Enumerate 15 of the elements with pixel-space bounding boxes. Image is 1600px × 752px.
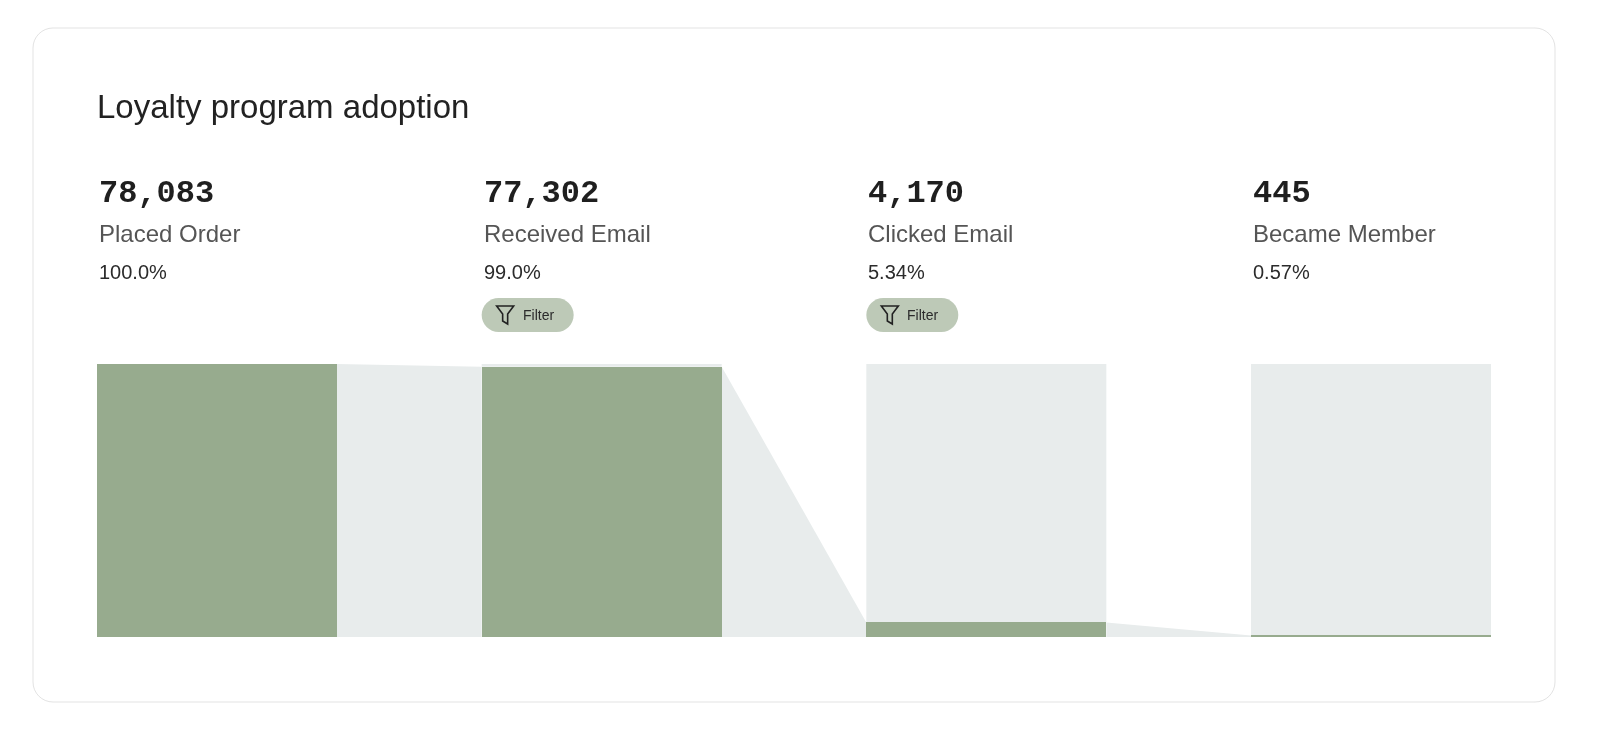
data-label: 4,170: [868, 175, 965, 212]
text: Loyalty program adoption: [97, 87, 470, 125]
category-label: Received Email: [484, 220, 651, 247]
text: 99.0%: [484, 261, 541, 283]
text: Filter: [907, 307, 939, 323]
data-label: 78,083: [99, 175, 215, 212]
text: 5.34%: [868, 261, 925, 283]
category-label: Became Member: [1253, 220, 1436, 247]
data-label: 445: [1253, 175, 1311, 212]
category-label: Clicked Email: [868, 220, 1014, 247]
category-label: Placed Order: [99, 220, 241, 247]
text: 100.0%: [99, 261, 167, 283]
text: 0.57%: [1253, 261, 1310, 283]
data-label: 77,302: [484, 175, 600, 212]
text: Filter: [523, 307, 555, 323]
